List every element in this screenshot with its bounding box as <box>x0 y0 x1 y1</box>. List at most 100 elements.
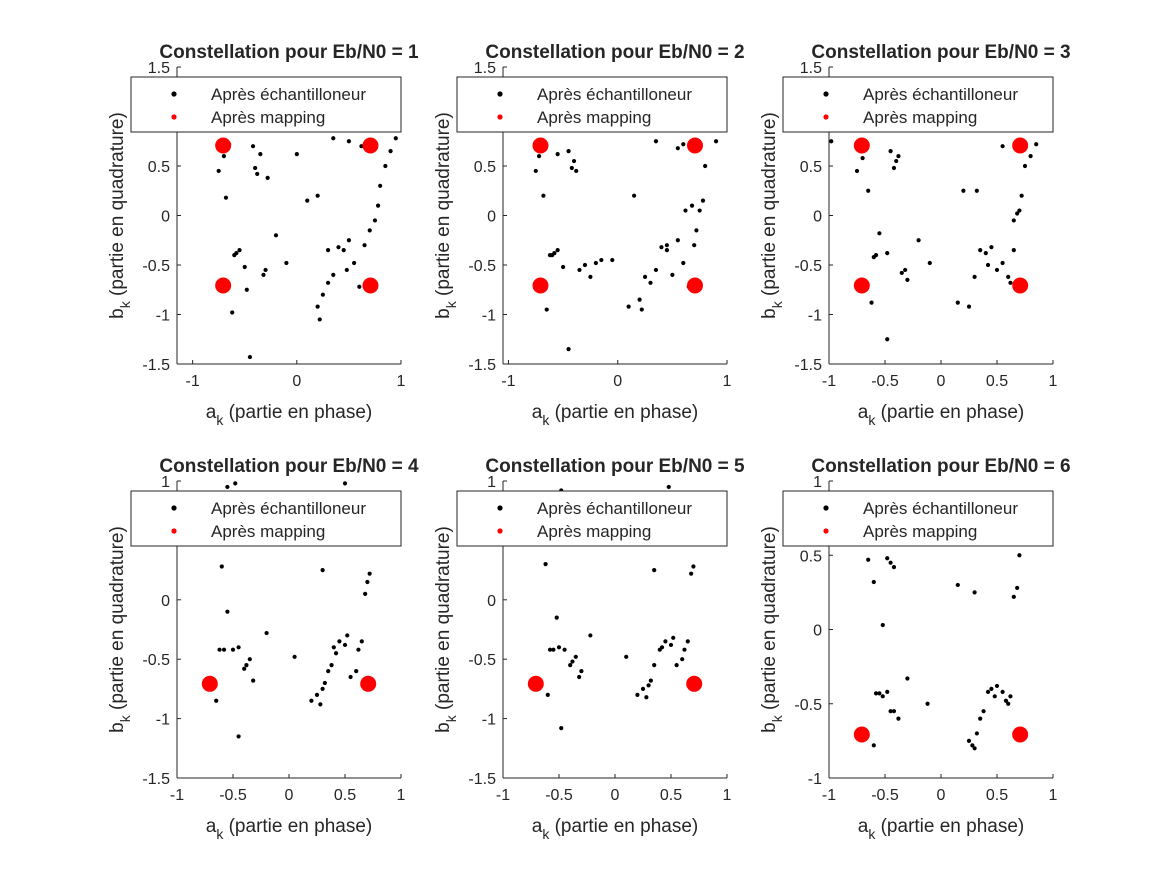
sample-point <box>325 280 331 285</box>
sample-point <box>1006 274 1011 279</box>
sample-point <box>221 154 226 159</box>
sample-point <box>925 701 930 706</box>
sample-point <box>670 272 675 277</box>
x-axis-label: ak (partie en phase) <box>532 816 699 842</box>
x-tick-label: -0.5 <box>871 373 899 390</box>
legend: Après échantilloneur Après mapping <box>130 76 402 133</box>
legend: Après échantilloneur Après mapping <box>456 490 728 547</box>
sample-point <box>983 251 988 256</box>
sample-point <box>331 645 336 650</box>
sample-point <box>574 168 579 174</box>
sample-point <box>265 175 270 180</box>
sample-point <box>871 743 876 748</box>
subplot-4: -1-0.500.51-1.5-1-0.500.51Constellation … <box>107 456 419 842</box>
sample-point <box>545 692 550 697</box>
x-tick-label: 1 <box>723 373 732 390</box>
sample-point <box>680 657 685 662</box>
sample-point <box>579 668 584 674</box>
sample-point <box>560 264 566 270</box>
legend-entry: Après échantilloneur <box>211 85 366 104</box>
sample-point <box>663 639 668 644</box>
legend-marker <box>823 505 829 511</box>
sample-point <box>348 674 353 680</box>
legend-marker <box>823 528 829 534</box>
y-tick-label: 0 <box>813 623 822 640</box>
x-tick-label: 0 <box>611 787 620 804</box>
legend-entry: Après mapping <box>537 108 651 127</box>
sample-point <box>955 582 960 588</box>
sample-point <box>314 692 320 697</box>
sample-point <box>873 691 879 696</box>
sample-point <box>896 716 901 721</box>
sample-point <box>905 676 910 681</box>
x-tick-label: 0 <box>937 373 946 390</box>
sample-point <box>543 562 548 567</box>
sample-point <box>320 686 325 692</box>
sample-point <box>251 678 256 683</box>
x-axis-label: ak (partie en phase) <box>532 402 699 428</box>
sample-point <box>566 149 571 154</box>
sample-point <box>378 183 383 188</box>
sample-point <box>247 657 252 662</box>
sample-point <box>989 245 994 250</box>
sample-point <box>234 251 239 256</box>
sample-point <box>640 686 646 692</box>
sample-point <box>1017 553 1022 558</box>
legend-marker <box>497 91 503 97</box>
sample-point <box>223 195 229 200</box>
sample-point <box>637 297 642 302</box>
y-tick-label: -0.5 <box>468 258 496 275</box>
sample-point <box>644 695 649 700</box>
sample-point <box>992 694 997 699</box>
sample-point <box>342 642 348 648</box>
legend-entry: Après mapping <box>211 108 325 127</box>
sample-point <box>916 238 921 243</box>
sample-point <box>367 571 372 576</box>
x-tick-label: -1 <box>501 373 515 390</box>
sample-point <box>639 307 644 312</box>
legend-entry: Après échantilloneur <box>863 85 1018 104</box>
y-tick-label: 0 <box>161 209 170 226</box>
sample-point <box>346 238 352 243</box>
y-tick-label: -1.5 <box>142 771 170 788</box>
sample-point <box>536 154 542 159</box>
sample-point <box>888 560 893 565</box>
sample-point <box>981 709 986 714</box>
mapping-point <box>362 137 379 154</box>
sample-point <box>664 248 670 253</box>
sample-point <box>1006 701 1011 706</box>
y-tick-label: -0.5 <box>794 258 822 275</box>
x-axis-label: ak (partie en phase) <box>858 402 1025 428</box>
sample-point <box>978 248 983 253</box>
y-tick-label: -1 <box>482 308 496 325</box>
legend-box <box>456 490 728 547</box>
sample-point <box>885 779 889 783</box>
legend-marker <box>497 528 503 534</box>
sample-point <box>974 188 979 193</box>
legend-entry: Après mapping <box>863 108 977 127</box>
sample-point <box>261 272 266 277</box>
sample-point <box>273 233 279 238</box>
x-tick-label: 0.5 <box>986 373 1008 390</box>
sample-point <box>242 666 247 671</box>
sample-point <box>985 262 991 268</box>
mapping-point <box>362 277 379 294</box>
sample-point <box>359 144 364 149</box>
sample-point <box>1034 142 1039 147</box>
sample-point <box>860 155 865 161</box>
sample-point <box>337 639 342 644</box>
subplot-title: Constellation pour Eb/N0 = 2 <box>485 42 744 63</box>
x-tick-label: -1 <box>170 787 184 804</box>
legend: Après échantilloneur Après mapping <box>456 76 728 133</box>
sample-point <box>216 168 221 174</box>
sample-point <box>685 639 690 644</box>
sample-point <box>315 193 320 198</box>
sample-point <box>325 248 331 253</box>
legend-entry: Après mapping <box>863 522 977 541</box>
sample-point <box>362 243 367 248</box>
y-tick-label: 1.5 <box>474 60 496 77</box>
sample-point <box>237 248 242 253</box>
sample-point <box>309 698 314 703</box>
